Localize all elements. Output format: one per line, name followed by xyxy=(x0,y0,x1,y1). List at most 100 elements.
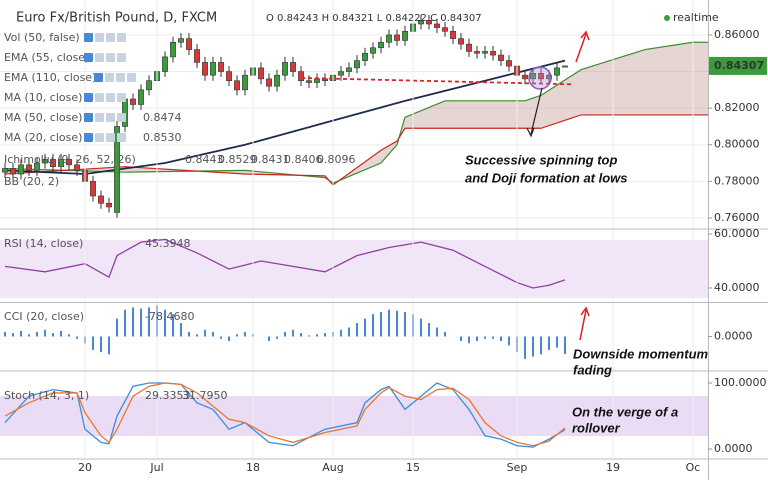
candle-body xyxy=(530,73,536,80)
indicator-icon xyxy=(117,133,126,142)
cci-bar xyxy=(92,336,94,350)
pointer-arrow-head xyxy=(526,127,535,138)
candle-body xyxy=(282,62,288,76)
cci-bar xyxy=(292,329,294,337)
panel-title: Stoch (14, 3, 1) xyxy=(4,389,89,402)
indicator-line xyxy=(4,382,566,448)
candle-body xyxy=(554,67,560,76)
candle-body xyxy=(74,164,80,171)
annotation: Successive spinning top xyxy=(465,152,617,167)
cci-bar xyxy=(220,336,222,339)
indicator-icon xyxy=(84,33,93,42)
cci-bar xyxy=(4,332,6,337)
candle-body xyxy=(10,168,16,175)
y-tick-label: 0.76000 xyxy=(714,211,760,224)
cci-bar xyxy=(308,335,310,337)
indicator-readout: 0.8431 xyxy=(251,153,290,166)
candle-body xyxy=(258,67,264,80)
cci-bar xyxy=(284,332,286,337)
candle-body xyxy=(378,41,384,49)
cci-bar xyxy=(564,336,566,355)
candle-body xyxy=(202,62,208,76)
candle-body xyxy=(506,60,512,67)
candle-body xyxy=(538,73,544,80)
cci-bar xyxy=(196,334,198,337)
candle-body xyxy=(170,41,176,58)
indicator-icon xyxy=(116,73,125,82)
up-arrow xyxy=(579,309,587,341)
cci-bar xyxy=(116,318,118,337)
cci-bar xyxy=(172,314,174,337)
candle-body xyxy=(346,67,352,72)
up-arrow xyxy=(575,33,587,63)
candle-body xyxy=(18,164,24,175)
candle-body xyxy=(122,98,128,127)
cci-bar xyxy=(180,323,182,337)
up-arrow-head xyxy=(580,306,590,317)
candle-body xyxy=(450,30,456,39)
cci-bar xyxy=(44,329,46,337)
candle-body xyxy=(114,126,120,213)
moving-average xyxy=(4,59,566,175)
cci-bar xyxy=(492,336,494,339)
x-tick-label: Aug xyxy=(322,461,343,474)
candle-body xyxy=(426,20,432,25)
indicator-icon xyxy=(95,33,104,42)
cci-bar xyxy=(460,336,462,341)
cci-bar xyxy=(188,332,190,337)
pointer-arrow xyxy=(530,87,543,135)
cci-bar xyxy=(356,323,358,337)
x-tick-label: Oc xyxy=(686,461,701,474)
cci-bar xyxy=(132,307,134,337)
candle-body xyxy=(218,62,224,72)
cci-bar xyxy=(380,311,382,337)
cci-bar xyxy=(68,334,70,337)
panel-readout: 45.3948 xyxy=(145,237,191,250)
indicator-line xyxy=(4,238,566,289)
indicator-icon xyxy=(117,53,126,62)
indicator-line xyxy=(4,382,566,447)
panel-title: RSI (14, close) xyxy=(4,237,83,250)
y-tick-label: 40.0000 xyxy=(714,281,760,294)
cci-bar xyxy=(548,336,550,350)
y-tick-label: 0.0000 xyxy=(714,442,753,455)
candle-body xyxy=(130,98,136,105)
candle-body xyxy=(498,54,504,61)
cci-bar xyxy=(404,311,406,337)
candle-body xyxy=(402,30,408,41)
indicator-readout: 0.8530 xyxy=(143,131,182,144)
cloud-span-a xyxy=(4,41,709,184)
indicator-readout: 0.8096 xyxy=(317,153,356,166)
indicator-icon xyxy=(95,113,104,122)
last-price-tag xyxy=(709,56,767,75)
indicator-name: MA (10, close) xyxy=(4,91,82,104)
x-tick-label: 15 xyxy=(406,461,420,474)
indicator-icon xyxy=(106,53,115,62)
y-tick-label: 100.0000 xyxy=(714,376,767,389)
cci-bar xyxy=(36,332,38,337)
indicator-icon xyxy=(127,73,136,82)
stoch-band xyxy=(0,396,708,436)
cci-bar xyxy=(500,336,502,341)
candle-body xyxy=(90,181,96,197)
indicator-name: MA (50, close) xyxy=(4,111,82,124)
indicator-readout: 0.8406 xyxy=(284,153,323,166)
cci-bar xyxy=(340,329,342,337)
indicator-readout: 0.8474 xyxy=(143,111,182,124)
x-tick-label: Sep xyxy=(507,461,528,474)
cci-bar xyxy=(20,330,22,337)
candle-body xyxy=(442,27,448,32)
candle-body xyxy=(386,34,392,43)
annotation: and Doji formation at lows xyxy=(465,170,628,185)
candle-body xyxy=(66,159,72,166)
candle-body xyxy=(394,34,400,41)
cci-bar xyxy=(140,308,142,337)
indicator-icon xyxy=(117,113,126,122)
y-tick-label: 0.82000 xyxy=(714,101,760,114)
candle-body xyxy=(306,80,312,83)
candle-body xyxy=(362,52,368,61)
candle-body xyxy=(50,159,56,167)
candle-body xyxy=(482,51,488,54)
cci-bar xyxy=(148,307,150,337)
